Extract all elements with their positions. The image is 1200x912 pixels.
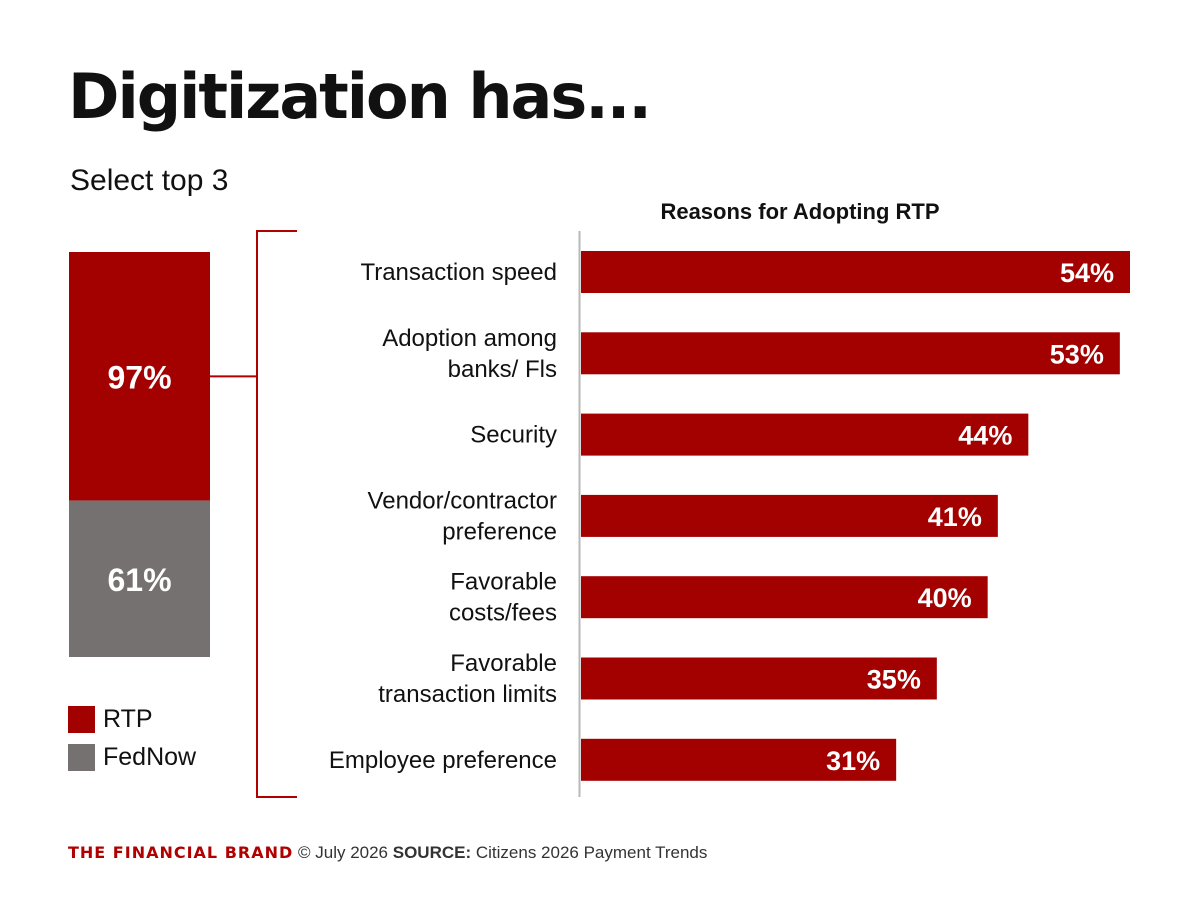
stack-label-fednow: 61% bbox=[107, 562, 171, 598]
hbar-value-label-2: 44% bbox=[958, 421, 1012, 451]
legend-label-rtp: RTP bbox=[103, 705, 153, 733]
hbar-category-label-0-0: Transaction speed bbox=[360, 259, 557, 286]
hbar-6 bbox=[581, 738, 897, 781]
hbar-0 bbox=[581, 251, 1130, 293]
hbar-value-label-3: 41% bbox=[928, 502, 982, 532]
hbar-category-label-5-0: Favorable bbox=[450, 650, 557, 677]
hbar-value-label-0: 54% bbox=[1060, 258, 1114, 288]
bracket-line bbox=[256, 230, 297, 798]
hbar-value-label-6: 31% bbox=[826, 746, 880, 776]
legend-swatch-rtp bbox=[68, 706, 95, 733]
page-title: Digitization has... bbox=[68, 60, 652, 133]
footer-date: © July 2026 bbox=[293, 843, 393, 862]
footer-brand: THE FINANCIAL BRAND bbox=[68, 843, 294, 862]
hbar-category-label-2-0: Security bbox=[470, 422, 557, 449]
hbar-value-label-1: 53% bbox=[1050, 339, 1104, 369]
hbar-category-label-5-1: transaction limits bbox=[378, 681, 557, 708]
footer-source-label: SOURCE: bbox=[392, 843, 472, 862]
hbar-category-label-3-1: preference bbox=[442, 518, 557, 545]
hbar-5 bbox=[581, 657, 937, 700]
stack-segment-rtp bbox=[69, 252, 210, 501]
hbar-chart-title: Reasons for Adopting RTP bbox=[660, 199, 939, 224]
stacked-bar-rtp-fednow: 97% 61% bbox=[69, 252, 210, 657]
hbar-category-label-4-0: Favorable bbox=[450, 569, 557, 596]
hbar-category-label-4-1: costs/fees bbox=[449, 600, 557, 627]
legend-label-fednow: FedNow bbox=[103, 743, 197, 771]
hbar-series: 54% Transaction speed 53% Adoption among ban… bbox=[329, 251, 1130, 781]
hbar-3 bbox=[581, 494, 998, 537]
hbar-1 bbox=[581, 332, 1120, 375]
hbar-4 bbox=[581, 576, 988, 619]
footer-source: Citizens 2026 Payment Trends bbox=[471, 843, 708, 862]
hbar-category-label-3-0: Vendor/contractor bbox=[368, 487, 557, 514]
page-subtitle: Select top 3 bbox=[70, 164, 229, 197]
hbar-value-label-4: 40% bbox=[918, 583, 972, 613]
hbar-value-label-5: 35% bbox=[867, 665, 921, 695]
bracket-connector bbox=[210, 230, 297, 798]
hbar-category-label-1-0: Adoption among bbox=[382, 325, 557, 352]
legend-swatch-fednow bbox=[68, 744, 95, 771]
hbar-category-label-1-1: banks/ Fls bbox=[448, 356, 557, 383]
hbar-category-label-6-0: Employee preference bbox=[329, 747, 557, 774]
stack-segment-fednow bbox=[69, 500, 210, 657]
footer-source-line: THE FINANCIAL BRAND © July 2026 SOURCE: … bbox=[68, 843, 707, 863]
hbar-2 bbox=[581, 413, 1029, 456]
stack-label-rtp: 97% bbox=[107, 359, 171, 395]
